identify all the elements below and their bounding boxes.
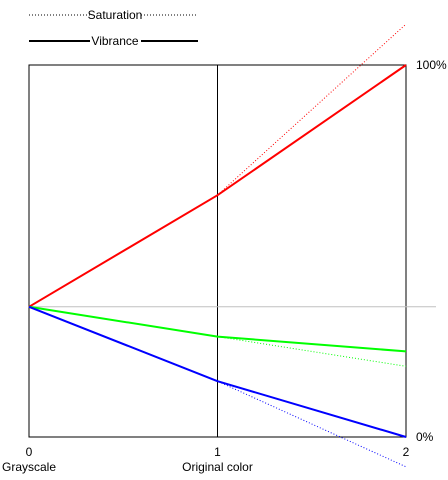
legend-label: Saturation bbox=[88, 8, 143, 22]
series-line-vibrance-1 bbox=[28, 64, 407, 308]
series-layer bbox=[28, 23, 407, 468]
y-right-label: 100% bbox=[416, 58, 447, 72]
grid-layer bbox=[29, 65, 436, 437]
x-tick-label: 0 bbox=[26, 445, 33, 459]
series-line-vibrance-3 bbox=[28, 305, 407, 353]
y-right-label: 0% bbox=[416, 430, 434, 444]
x-tick-label: 2 bbox=[403, 445, 410, 459]
legend: Saturation Vibrance bbox=[29, 8, 198, 48]
legend-label: Vibrance bbox=[91, 34, 138, 48]
x-tick-caption: Grayscale bbox=[2, 460, 56, 474]
series-line-vibrance-5 bbox=[28, 305, 407, 438]
x-tick-label: 1 bbox=[214, 445, 221, 459]
x-tick-caption: Original color bbox=[182, 460, 253, 474]
